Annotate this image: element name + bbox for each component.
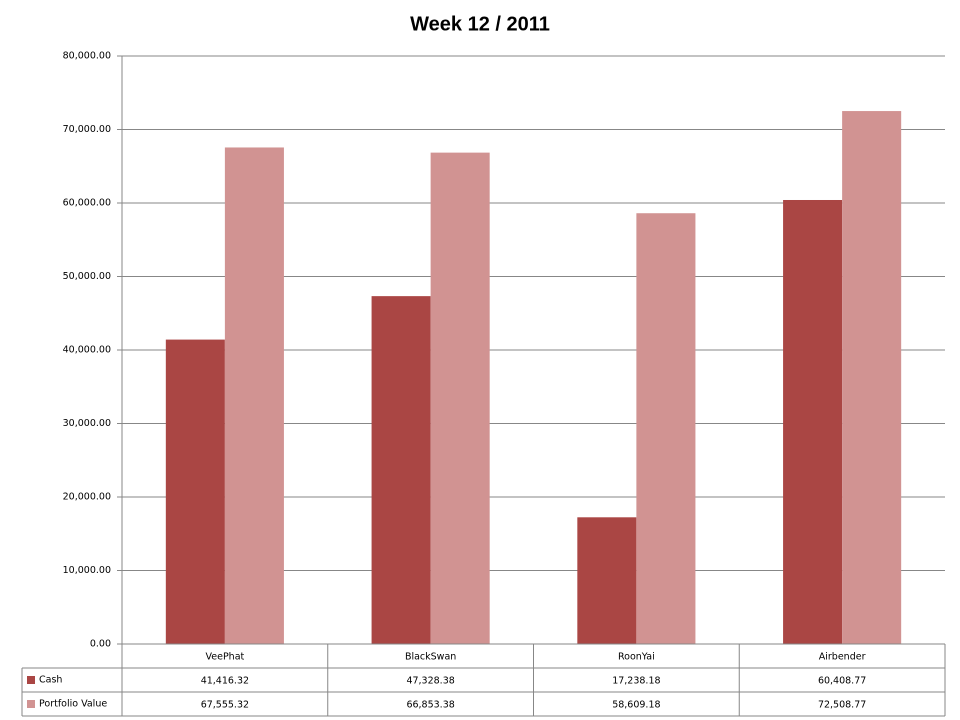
legend-label: Cash	[39, 675, 62, 686]
legend-swatch	[27, 700, 35, 708]
x-tick-label: BlackSwan	[405, 652, 456, 663]
table-value: 72,508.77	[818, 700, 866, 711]
chart-title: Week 12 / 2011	[410, 13, 550, 35]
table-value: 41,416.32	[201, 676, 249, 687]
y-tick-label: 40,000.00	[63, 345, 111, 356]
legend-swatch	[27, 676, 35, 684]
y-tick-label: 10,000.00	[63, 565, 111, 576]
bar	[430, 152, 490, 644]
bar	[224, 147, 284, 645]
table-value: 47,328.38	[406, 676, 454, 687]
x-tick-label: Airbender	[819, 652, 866, 663]
x-tick-label: VeePhat	[206, 652, 245, 663]
y-tick-label: 20,000.00	[63, 492, 111, 503]
table-value: 60,408.77	[818, 676, 866, 687]
bar	[371, 296, 431, 644]
y-tick-label: 50,000.00	[63, 271, 111, 282]
y-tick-label: 0.00	[90, 639, 111, 650]
table-value: 67,555.32	[201, 700, 249, 711]
bar	[577, 517, 637, 644]
table-value: 58,609.18	[612, 700, 660, 711]
y-tick-label: 80,000.00	[63, 51, 111, 62]
bar	[165, 339, 225, 644]
y-tick-label: 30,000.00	[63, 418, 111, 429]
x-tick-label: RoonYai	[618, 652, 655, 663]
y-tick-label: 60,000.00	[63, 198, 111, 209]
legend-label: Portfolio Value	[39, 699, 107, 710]
bar	[842, 111, 902, 644]
table-value: 66,853.38	[406, 700, 454, 711]
table-value: 17,238.18	[612, 676, 660, 687]
y-tick-label: 70,000.00	[63, 124, 111, 135]
bar	[636, 213, 696, 644]
bar	[783, 199, 843, 644]
